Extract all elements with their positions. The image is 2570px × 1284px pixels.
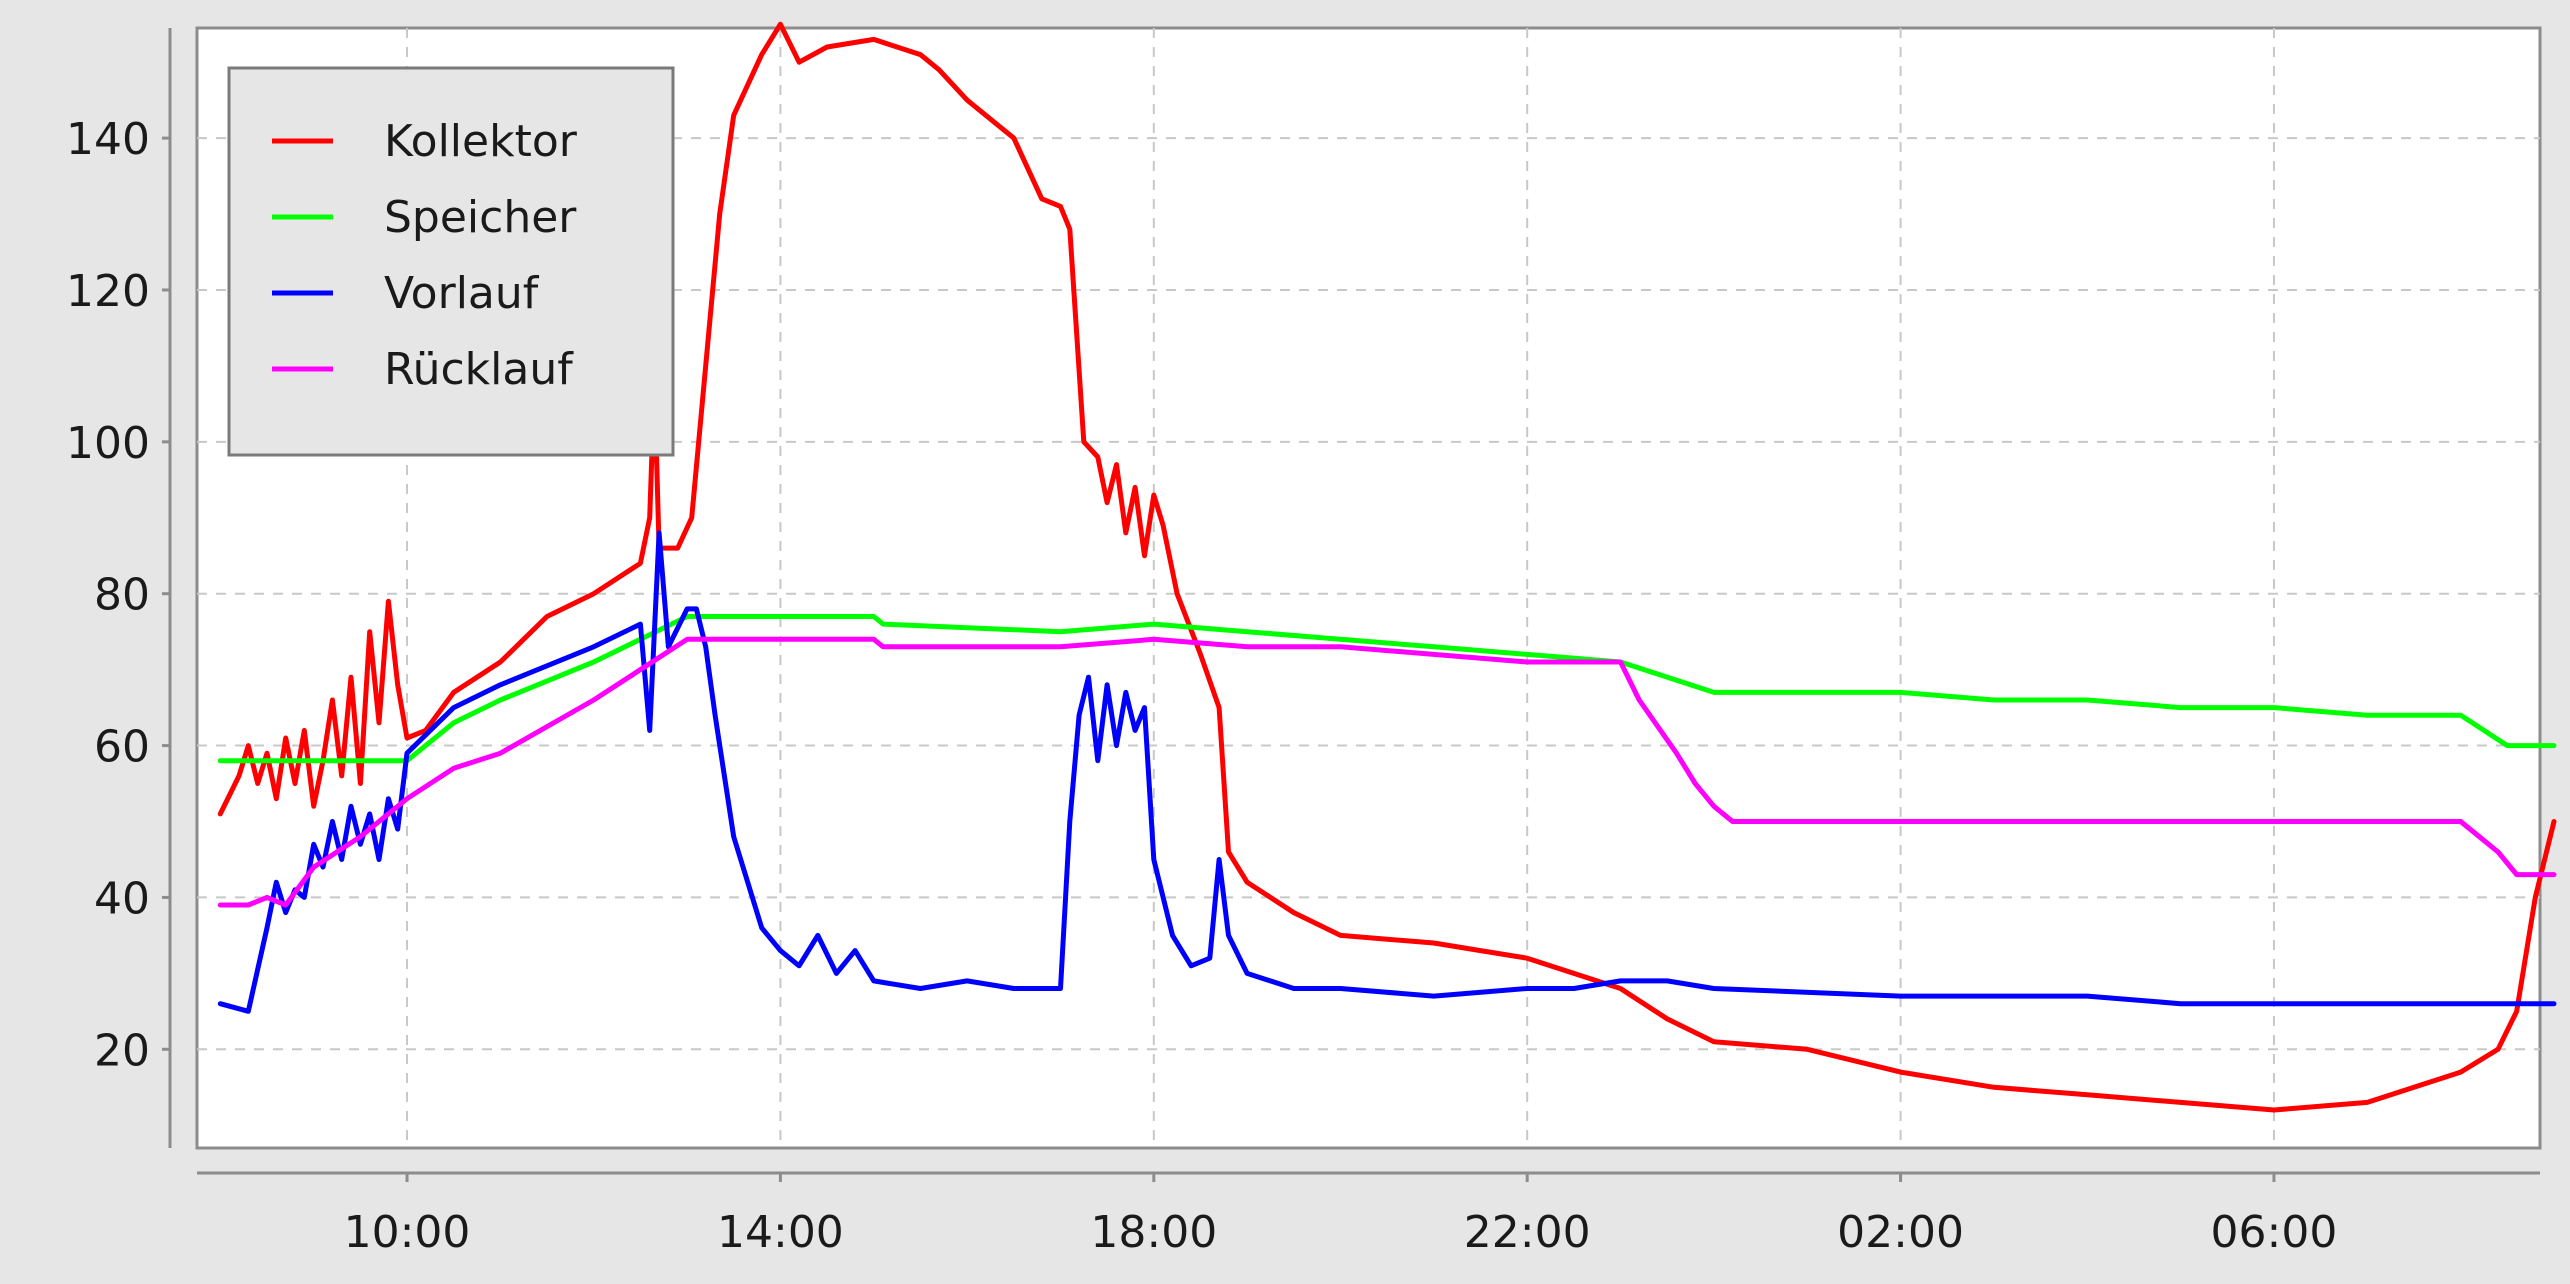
grid (197, 28, 2540, 1148)
series-line-speicher (217, 614, 2557, 764)
y-tick-label: 60 (94, 722, 150, 773)
y-tick-label: 80 (94, 570, 150, 621)
x-tick-label: 06:00 (2211, 1207, 2338, 1258)
legend-box (227, 66, 675, 457)
series-lines (217, 21, 2557, 1113)
x-tick-label: 14:00 (717, 1207, 844, 1258)
series-line-rücklauf (217, 636, 2557, 908)
y-tick-label: 120 (66, 266, 150, 317)
legend: Kollektor Speicher Vorlauf Rücklauf (227, 66, 675, 457)
y-tick-label: 140 (66, 114, 150, 165)
y-tick-label: 20 (94, 1025, 150, 1076)
legend-label: Vorlauf (384, 268, 540, 319)
y-tick-label: 100 (66, 418, 150, 469)
x-tick-label: 10:00 (344, 1207, 471, 1258)
series-line-kollektor (217, 21, 2557, 1113)
series-line-vorlauf (217, 530, 2557, 1014)
legend-label: Kollektor (384, 116, 578, 167)
x-tick-label: 22:00 (1464, 1207, 1591, 1258)
x-tick-label: 18:00 (1090, 1207, 1217, 1258)
y-tick-label: 40 (94, 873, 150, 924)
x-tick-label: 02:00 (1837, 1207, 1964, 1258)
legend-label: Rücklauf (384, 344, 574, 395)
axes: 20 40 60 80 100 120 140 10:00 14:00 18:00 22:00 02:… (66, 28, 2540, 1258)
legend-label: Speicher (384, 192, 577, 243)
